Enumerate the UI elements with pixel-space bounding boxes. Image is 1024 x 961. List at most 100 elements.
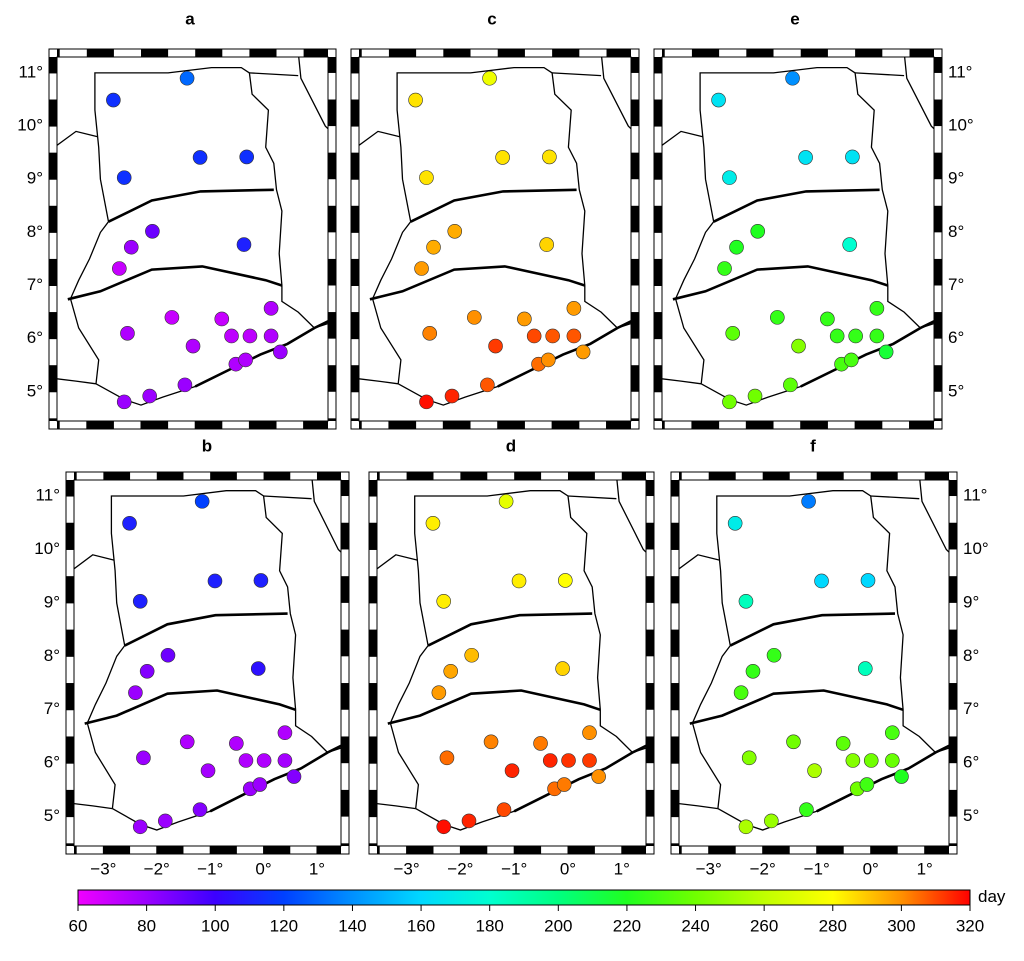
frame-segment	[195, 49, 223, 57]
station-point	[436, 593, 452, 609]
map-area	[57, 57, 328, 421]
border-line	[377, 554, 418, 570]
frame-segment	[377, 846, 380, 854]
y-tick-label: 9°	[27, 169, 43, 188]
frame-segment	[762, 846, 790, 854]
border-line	[74, 554, 115, 570]
y-tick-label: 10°	[948, 116, 974, 135]
colorbar-tick-label: 280	[819, 916, 847, 935]
colorbar-tick-label: 100	[201, 916, 229, 935]
station-point	[842, 237, 857, 252]
station-point	[179, 70, 195, 86]
frame-segment	[74, 472, 77, 480]
frame-segment	[949, 522, 957, 550]
frame-segment	[49, 312, 57, 339]
frame-segment	[66, 480, 74, 497]
map-panel: c	[350, 9, 640, 430]
station-point	[488, 338, 503, 354]
y-tick-label: 8°	[27, 222, 43, 241]
frame-segment	[195, 421, 223, 429]
frame-segment	[141, 421, 169, 429]
frame-segment	[66, 789, 74, 817]
frame-segment	[631, 258, 639, 286]
frame-segment	[66, 736, 74, 764]
x-tick-label: 1°	[309, 859, 325, 878]
frame-inner	[661, 56, 935, 422]
station-point	[419, 170, 434, 185]
frame-segment	[671, 843, 679, 846]
frame-segment	[671, 789, 679, 817]
frame-segment	[351, 312, 359, 339]
station-point	[575, 344, 591, 360]
frame-segment	[369, 522, 377, 550]
station-point	[859, 777, 875, 792]
frame-segment	[800, 421, 828, 429]
frame-segment	[328, 205, 336, 233]
frame-segment	[679, 846, 682, 854]
x-tick-label: 0°	[560, 859, 576, 878]
map-area	[662, 57, 934, 421]
x-tick-label: −2°	[447, 859, 473, 878]
station-point	[419, 394, 434, 410]
colorbar-tick-label: 120	[270, 916, 298, 935]
station-point	[164, 310, 180, 325]
station-point	[545, 328, 560, 344]
station-point	[566, 301, 582, 316]
frame-segment	[351, 365, 359, 392]
panel-title: c	[487, 9, 496, 28]
boundaries	[662, 57, 934, 406]
frame-inner	[56, 56, 329, 422]
frame-inner	[358, 56, 632, 422]
frame-segment	[303, 421, 328, 429]
x-tick-label: −1°	[197, 859, 223, 878]
map-panel: e 5° 6° 7° 8° 9° 10° 11°	[653, 9, 974, 430]
frame-segment	[141, 49, 169, 57]
x-tick-label: 1°	[614, 859, 630, 878]
border-line	[249, 72, 299, 77]
border-line	[359, 378, 399, 385]
frame	[350, 48, 640, 430]
frame-segment	[369, 480, 377, 497]
y-tick-label: 7°	[963, 699, 979, 718]
frame-outline	[350, 48, 640, 430]
x-tick-label: −2°	[750, 859, 776, 878]
frame-segment	[631, 152, 639, 180]
x-tick-label: −1°	[501, 859, 527, 878]
zone-line	[67, 265, 283, 301]
y-tick-label: 9°	[963, 592, 979, 611]
frame-segment	[103, 846, 131, 854]
frame-segment	[210, 472, 237, 480]
station-point	[443, 663, 459, 679]
frame-segment	[103, 472, 131, 480]
station-point	[136, 750, 151, 766]
border-line	[57, 130, 98, 147]
frame-segment	[949, 843, 957, 846]
frame-inner	[678, 479, 950, 847]
station-point	[722, 394, 737, 410]
station-point	[250, 661, 266, 676]
colorbar-tick-label: 240	[681, 916, 709, 935]
station-point	[498, 494, 514, 509]
station-point	[722, 170, 737, 185]
frame-segment	[800, 49, 828, 57]
frame-segment	[49, 418, 57, 421]
frame-segment	[934, 205, 942, 233]
station-point	[869, 328, 885, 344]
frame-segment	[210, 846, 237, 854]
station-point	[848, 328, 863, 344]
station-point	[783, 377, 798, 393]
frame-segment	[369, 736, 377, 764]
station-point	[791, 338, 806, 354]
station-point	[160, 647, 176, 663]
station-point	[112, 261, 127, 276]
frame-inner	[376, 479, 647, 847]
frame-segment	[249, 49, 277, 57]
frame-segment	[631, 99, 639, 127]
border-line	[679, 802, 718, 810]
frame-segment	[949, 480, 957, 497]
colorbar-tick-label: 220	[613, 916, 641, 935]
frame-segment	[156, 472, 184, 480]
frame-segment	[646, 683, 654, 710]
frame-segment	[369, 576, 377, 603]
frame-segment	[460, 472, 488, 480]
